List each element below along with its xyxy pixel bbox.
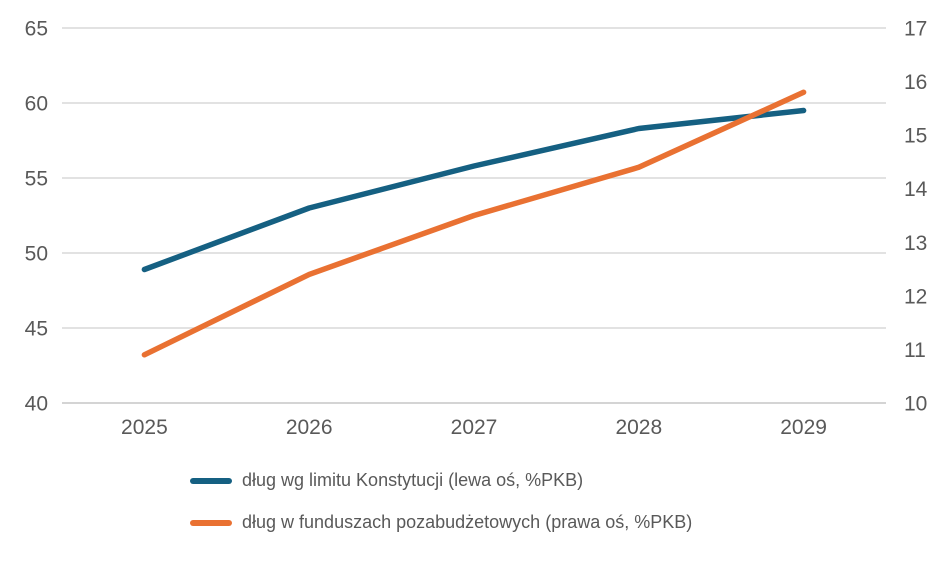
legend-item-right-series: dług w funduszach pozabudżetowych (prawa… xyxy=(190,512,692,533)
x-axis-label: 2025 xyxy=(121,416,168,439)
right-axis-tick-label: 16 xyxy=(904,71,927,94)
legend-swatch-orange-line xyxy=(190,519,232,526)
left-axis-tick-label: 50 xyxy=(25,243,48,266)
x-axis-label: 2029 xyxy=(780,416,827,439)
left-axis-tick-label: 40 xyxy=(25,393,48,416)
legend-swatch-blue-line xyxy=(190,477,232,484)
x-axis-label: 2028 xyxy=(615,416,662,439)
x-axis-label: 2026 xyxy=(286,416,333,439)
legend-item-left-series: dług wg limitu Konstytucji (lewa oś, %PK… xyxy=(190,470,692,491)
right-axis-tick-label: 14 xyxy=(904,178,928,201)
left-axis-tick-label: 65 xyxy=(25,18,48,41)
left-axis-tick-label: 55 xyxy=(25,168,48,191)
right-axis-tick-label: 15 xyxy=(904,125,927,148)
left-axis-tick-label: 45 xyxy=(25,318,48,341)
right-axis-tick-label: 12 xyxy=(904,285,927,308)
legend-label: dług w funduszach pozabudżetowych (prawa… xyxy=(242,512,693,532)
chart-legend: dług wg limitu Konstytucji (lewa oś, %PK… xyxy=(190,470,692,533)
legend-label: dług wg limitu Konstytucji (lewa oś, %PK… xyxy=(242,470,584,490)
right-axis-tick-label: 17 xyxy=(904,18,927,41)
series-line-extrabudgetary-funds-debt xyxy=(141,89,807,358)
right-axis-tick-label: 10 xyxy=(904,393,927,416)
left-axis-tick-label: 60 xyxy=(25,93,48,116)
right-axis-tick-label: 13 xyxy=(904,232,927,255)
series-line-constitutional-debt xyxy=(141,107,807,273)
right-axis-tick-label: 11 xyxy=(904,339,926,362)
x-axis-label: 2027 xyxy=(451,416,498,439)
